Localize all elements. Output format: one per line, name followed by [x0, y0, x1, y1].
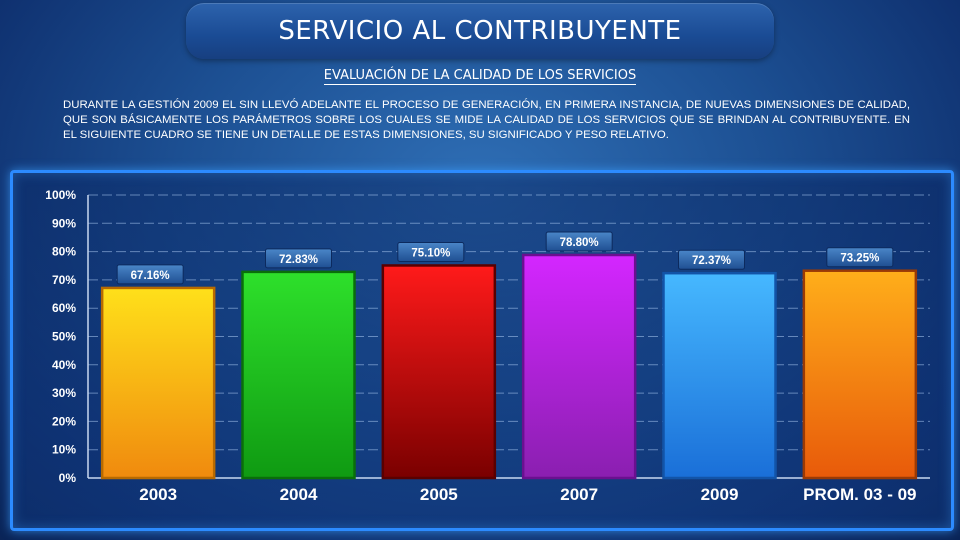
x-tick-label: 2005	[420, 485, 458, 504]
y-tick-label: 100%	[45, 188, 76, 202]
y-tick-label: 60%	[52, 301, 76, 315]
bar-2003	[100, 286, 216, 480]
data-label-box	[397, 241, 465, 262]
title-banner: SERVICIO AL CONTRIBUYENTE	[186, 3, 774, 59]
y-tick-label: 20%	[52, 414, 76, 428]
bar-prom-03-09	[802, 269, 918, 480]
data-label-box	[265, 248, 332, 269]
subtitle-text: EVALUACIÓN DE LA CALIDAD DE LOS SERVICIO…	[323, 68, 637, 85]
y-tick-label: 70%	[52, 273, 76, 287]
x-tick-label: PROM. 03 - 09	[803, 485, 916, 504]
description-paragraph: DURANTE LA GESTIÓN 2009 EL SIN LLEVÓ ADE…	[63, 99, 910, 141]
data-label: 67.16%	[131, 270, 170, 282]
x-tick-label: 2003	[139, 485, 177, 504]
data-label-box	[545, 231, 613, 252]
y-tick-label: 0%	[59, 471, 77, 485]
x-tick-label: 2004	[280, 485, 318, 504]
data-label-box	[678, 249, 745, 270]
page-title: SERVICIO AL CONTRIBUYENTE	[278, 16, 682, 46]
y-tick-label: 90%	[52, 216, 76, 230]
bar-2004	[241, 270, 356, 480]
data-label: 72.83%	[279, 254, 318, 266]
bar-2007	[521, 253, 637, 480]
data-label: 72.37%	[692, 255, 731, 267]
x-tick-label: 2007	[560, 485, 598, 504]
y-tick-label: 50%	[52, 330, 76, 344]
subtitle: EVALUACIÓN DE LA CALIDAD DE LOS SERVICIO…	[0, 68, 960, 85]
y-tick-label: 80%	[52, 245, 76, 259]
y-tick-label: 30%	[52, 386, 76, 400]
y-tick-label: 40%	[52, 358, 76, 372]
data-label: 75.10%	[411, 247, 450, 259]
x-tick-label: 2009	[701, 485, 739, 504]
data-label: 73.25%	[840, 253, 879, 265]
data-label-box	[116, 264, 184, 285]
y-tick-label: 10%	[52, 443, 76, 457]
data-label: 78.80%	[560, 237, 599, 249]
bar-2005	[381, 264, 497, 480]
bar-2009	[662, 271, 777, 480]
data-label-box	[826, 247, 894, 268]
